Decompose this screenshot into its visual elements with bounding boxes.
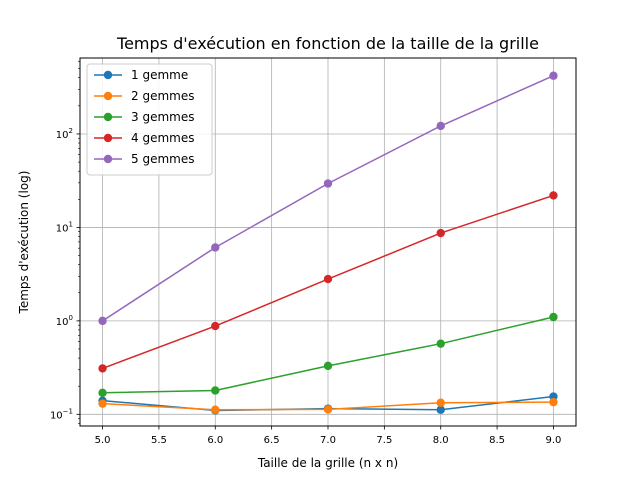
series-point-5 bbox=[549, 71, 558, 80]
x-tick-label: 7.0 bbox=[320, 435, 336, 446]
y-axis-label: Temps d'exécution (log) bbox=[17, 171, 31, 315]
legend-label: 4 gemmes bbox=[131, 131, 194, 145]
x-tick-label: 8.0 bbox=[433, 435, 449, 446]
y-tick-label: 10−1 bbox=[50, 407, 73, 421]
legend-swatch-marker bbox=[103, 112, 113, 122]
y-tick-base: 10 bbox=[50, 410, 63, 421]
y-tick-label: 102 bbox=[56, 127, 73, 141]
grid bbox=[80, 58, 576, 426]
series-point-3 bbox=[98, 388, 107, 397]
series-point-5 bbox=[98, 316, 107, 326]
x-axis-label: Taille de la grille (n x n) bbox=[257, 456, 398, 470]
x-tick-label: 5.5 bbox=[151, 435, 167, 446]
series-point-3 bbox=[211, 386, 220, 395]
series-point-4 bbox=[549, 191, 558, 200]
x-tick-label: 6.5 bbox=[264, 435, 280, 446]
y-tick-exponent: −1 bbox=[63, 407, 73, 415]
series-point-2 bbox=[323, 405, 333, 414]
series-point-3 bbox=[549, 312, 558, 322]
series-point-2 bbox=[98, 399, 107, 408]
legend-label: 1 gemme bbox=[131, 68, 188, 82]
chart-title: Temps d'exécution en fonction de la tail… bbox=[116, 34, 539, 53]
x-tick-label: 6.0 bbox=[207, 435, 223, 446]
legend-label: 2 gemmes bbox=[131, 89, 194, 103]
series-point-4 bbox=[436, 228, 445, 238]
series-point-3 bbox=[323, 361, 333, 371]
legend-swatch-marker bbox=[103, 133, 113, 143]
x-tick-label: 8.5 bbox=[489, 435, 505, 446]
x-tick-label: 7.5 bbox=[376, 435, 392, 446]
series-point-2 bbox=[211, 405, 220, 414]
series-layer bbox=[98, 71, 558, 415]
y-tick-label: 101 bbox=[56, 220, 73, 234]
series-point-5 bbox=[323, 179, 333, 188]
y-tick-base: 10 bbox=[56, 317, 69, 328]
series-point-1 bbox=[436, 405, 445, 414]
series-point-5 bbox=[436, 121, 445, 131]
legend-swatch-marker bbox=[103, 70, 113, 80]
y-tick-label: 100 bbox=[56, 314, 73, 328]
y-tick-base: 10 bbox=[56, 130, 69, 141]
legend: 1 gemme 2 gemmes 3 gemmes 4 gemmes 5 gemmes bbox=[86, 63, 213, 176]
series-point-2 bbox=[549, 397, 558, 407]
series-point-5 bbox=[211, 243, 220, 252]
legend-swatch-marker bbox=[103, 154, 113, 164]
y-tick-exponent: 2 bbox=[69, 127, 73, 135]
legend-label: 3 gemmes bbox=[131, 110, 194, 124]
legend-label: 5 gemmes bbox=[131, 152, 194, 166]
series-point-4 bbox=[98, 364, 107, 373]
series-point-2 bbox=[436, 398, 445, 407]
legend-swatch-marker bbox=[103, 91, 113, 101]
legend-box bbox=[86, 63, 213, 176]
y-tick-base: 10 bbox=[56, 223, 69, 234]
x-tick-label: 9.0 bbox=[546, 435, 562, 446]
series-point-3 bbox=[436, 339, 445, 348]
x-tick-label: 5.0 bbox=[95, 435, 111, 446]
y-tick-exponent: 1 bbox=[69, 220, 73, 228]
series-point-4 bbox=[323, 274, 333, 284]
y-tick-exponent: 0 bbox=[69, 314, 73, 322]
series-point-4 bbox=[211, 321, 220, 331]
